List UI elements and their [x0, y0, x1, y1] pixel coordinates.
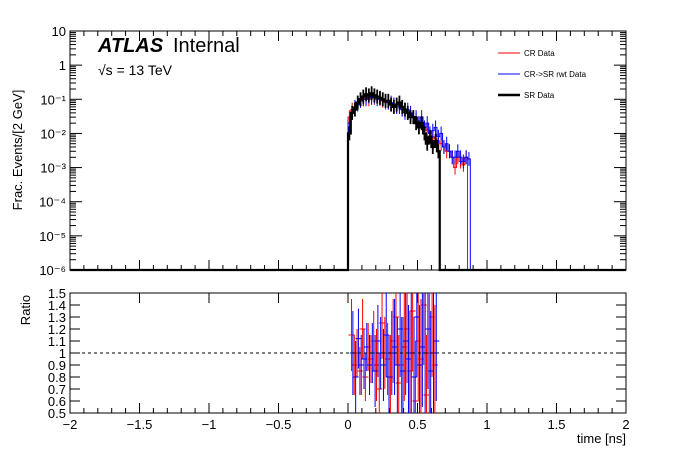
- ratio-points: [348, 293, 440, 413]
- ratio-plot-ticks: 0.50.60.70.80.911.11.21.31.41.5−2 −1.5 −1−…: [48, 286, 630, 432]
- status-label: Internal: [173, 35, 240, 57]
- y-axis-title: Frac. Events/[2 GeV]: [10, 90, 25, 211]
- x-tick-label: −1: [202, 417, 217, 432]
- legend-label-rwt: CR->SR rwt Data: [524, 70, 587, 79]
- x-tick-label: 1.5: [547, 417, 565, 432]
- x-tick-label: −0.5: [266, 417, 292, 432]
- y-tick-label: 10⁻¹: [40, 92, 66, 107]
- ratio-y-tick-label: 1.1: [48, 334, 66, 349]
- x-tick-label: 0: [344, 417, 351, 432]
- y-tick-label: 10⁻⁴: [39, 195, 66, 210]
- x-tick-label: −2: [63, 417, 78, 432]
- y-tick-label: 10⁻²: [40, 126, 66, 141]
- x-tick-label: 1: [483, 417, 490, 432]
- legend-label-sr: SR Data: [524, 91, 555, 100]
- legend-label-cr: CR Data: [524, 49, 555, 58]
- energy-label: √s = 13 TeV: [98, 62, 173, 78]
- ratio-y-tick-label: 1.5: [48, 286, 66, 301]
- ratio-y-tick-label: 1.2: [48, 322, 66, 337]
- experiment-label: ATLAS: [97, 35, 164, 57]
- y-tick-label: 1: [59, 58, 66, 73]
- y-tick-label: 10⁻³: [40, 161, 66, 176]
- ratio-y-tick-label: 1.4: [48, 298, 66, 313]
- x-tick-label: 0.5: [408, 417, 426, 432]
- x-tick-label: −1.5: [127, 417, 153, 432]
- ratio-y-tick-label: 1: [59, 346, 66, 361]
- legend: CR Data CR->SR rwt Data SR Data: [498, 49, 587, 100]
- ratio-y-tick-label: 1.3: [48, 310, 66, 325]
- ratio-y-axis-title: Ratio: [18, 295, 33, 325]
- y-tick-label: 10⁻⁶: [39, 263, 66, 278]
- main-plot-ticks: 10⁻⁶ 10⁻⁵ 10⁻⁴ 10⁻³ 10⁻² 10⁻¹ 1 10: [39, 24, 627, 278]
- ratio-y-tick-label: 0.9: [48, 358, 66, 373]
- x-tick-label: 2: [622, 417, 629, 432]
- histogram-series: [70, 86, 626, 272]
- y-tick-label: 10: [52, 24, 66, 39]
- ratio-y-tick-label: 0.7: [48, 382, 66, 397]
- ratio-y-tick-label: 0.8: [48, 370, 66, 385]
- ratio-y-tick-label: 0.6: [48, 394, 66, 409]
- ratio-y-tick-label: 0.5: [48, 406, 66, 421]
- x-axis-title: time [ns]: [577, 431, 626, 446]
- y-tick-label: 10⁻⁵: [39, 229, 66, 244]
